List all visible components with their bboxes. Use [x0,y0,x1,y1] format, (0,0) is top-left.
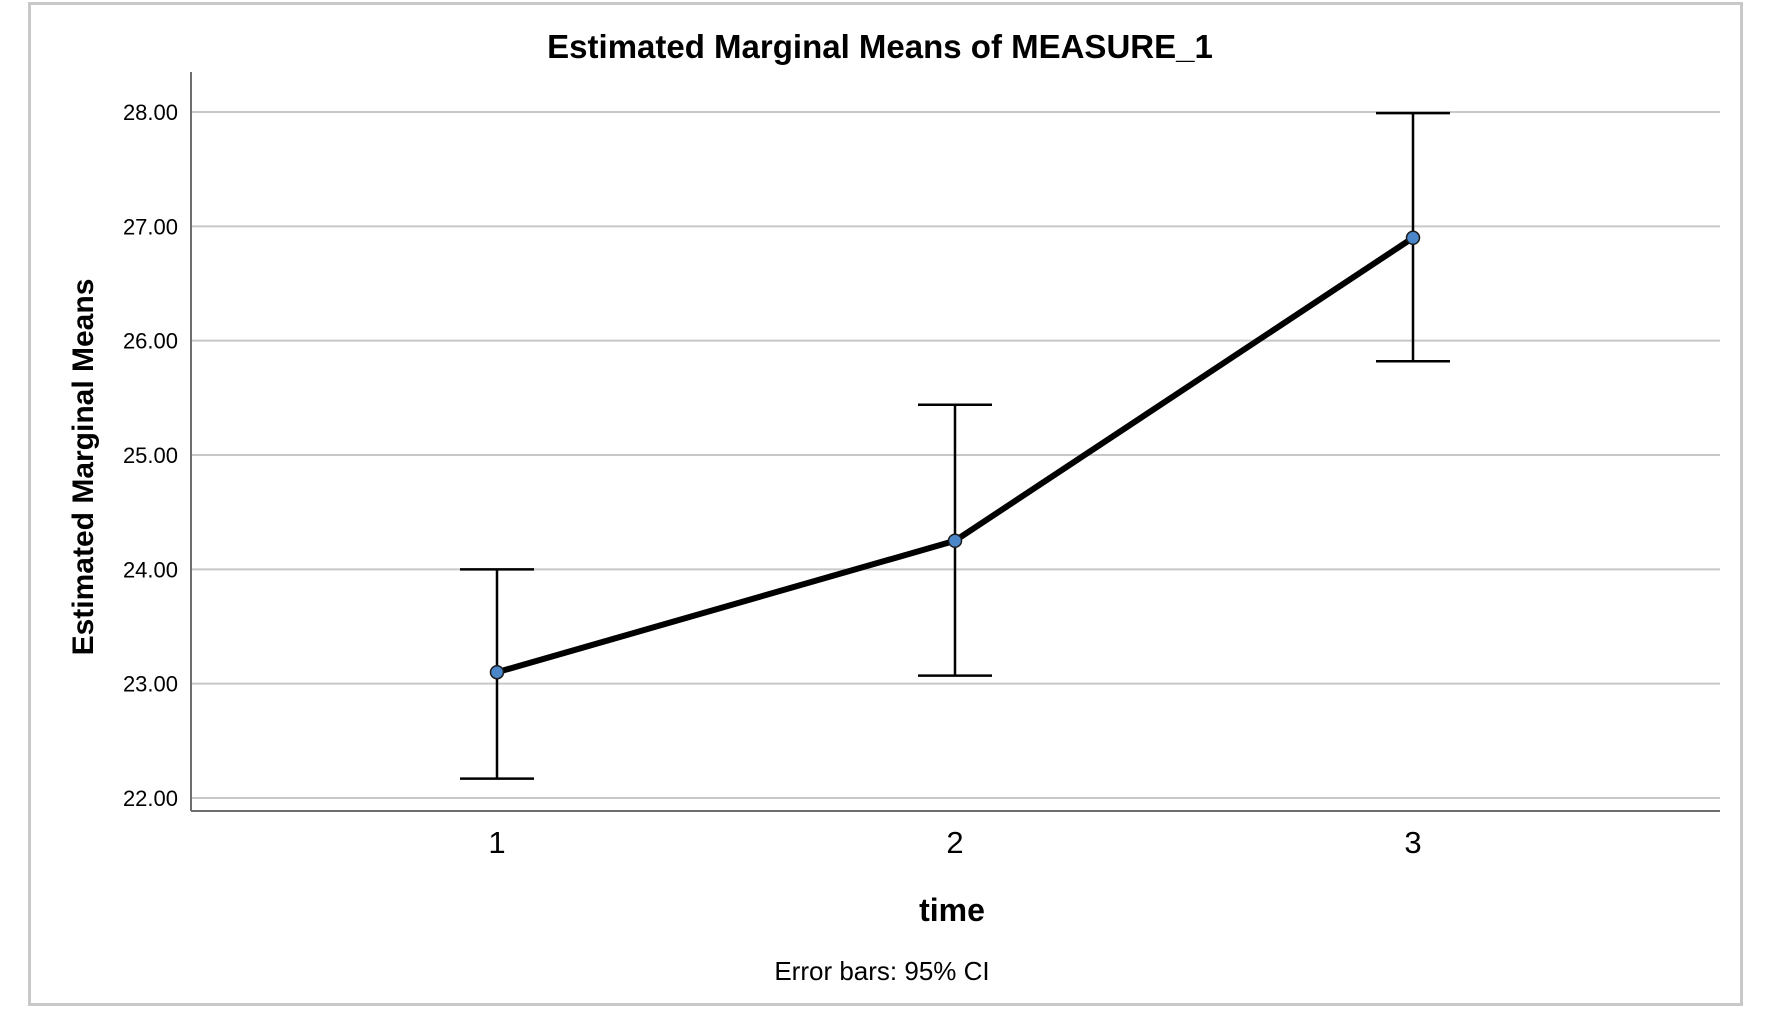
y-tick-label: 24.00 [123,557,178,582]
y-tick-label: 27.00 [123,214,178,239]
y-axis-label: Estimated Marginal Means [67,279,100,656]
x-axis-label: time [919,892,985,928]
x-tick-label: 2 [946,825,963,860]
data-points [489,230,1421,680]
y-tick-label: 25.00 [123,443,178,468]
data-point [489,664,505,680]
y-tick-labels: 22.00 23.00 24.00 25.00 26.00 27.00 28.00 [123,100,178,811]
y-tick-label: 23.00 [123,672,178,697]
gridlines [191,111,1720,799]
error-bar-note: Error bars: 95% CI [774,956,989,986]
y-tick-label: 22.00 [123,786,178,811]
error-bars [460,111,1450,780]
axes [190,72,1720,812]
x-tick-labels: 1 2 3 [488,825,1421,860]
y-tick-label: 28.00 [123,100,178,125]
data-point [1405,230,1421,246]
chart-title: Estimated Marginal Means of MEASURE_1 [547,28,1213,65]
x-tick-label: 1 [488,825,505,860]
data-point [947,533,963,548]
y-tick-label: 26.00 [123,329,178,354]
x-tick-label: 3 [1404,825,1421,860]
chart-frame [28,2,1743,1006]
